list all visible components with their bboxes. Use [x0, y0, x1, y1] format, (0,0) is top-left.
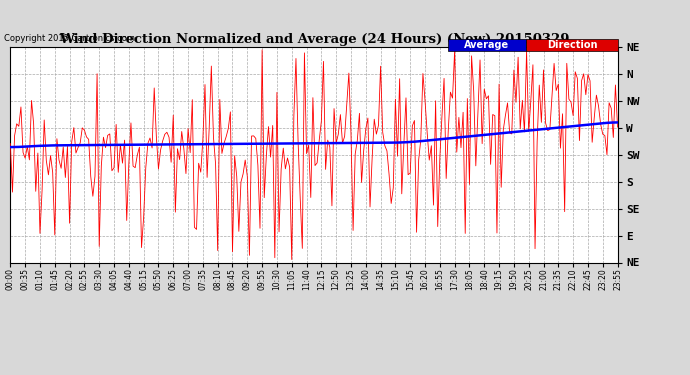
FancyBboxPatch shape [448, 39, 526, 51]
Text: Average: Average [464, 40, 509, 50]
Title: Wind Direction Normalized and Average (24 Hours) (New) 20150329: Wind Direction Normalized and Average (2… [59, 33, 569, 46]
Text: Direction: Direction [546, 40, 598, 50]
Text: Copyright 2015 Cartronics.com: Copyright 2015 Cartronics.com [4, 34, 135, 43]
FancyBboxPatch shape [526, 39, 618, 51]
